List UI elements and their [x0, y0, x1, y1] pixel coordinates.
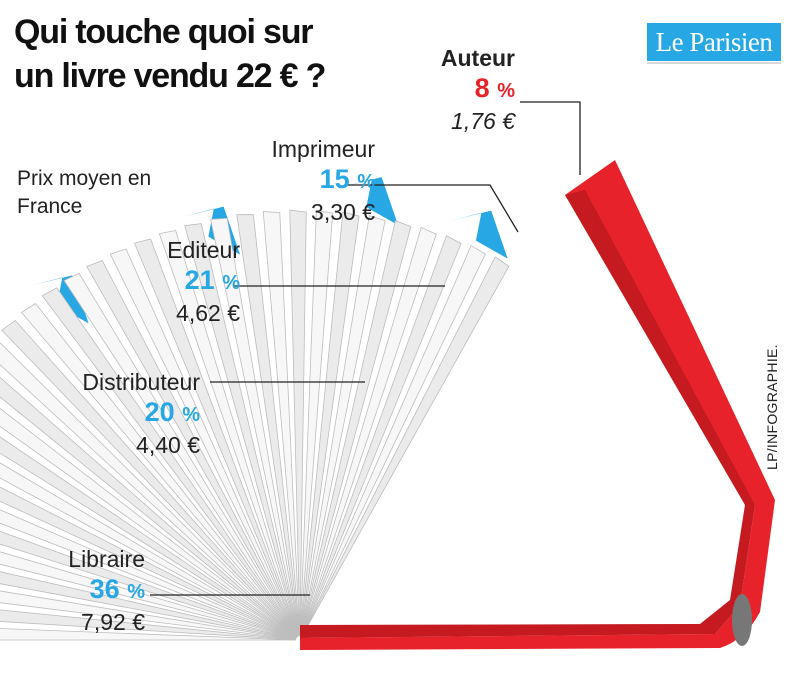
- slice-percent: 21: [184, 265, 215, 295]
- le-parisien-logo: Le Parisien: [647, 23, 781, 61]
- page: [158, 230, 300, 637]
- page: [86, 259, 299, 637]
- tab-editeur: [341, 177, 399, 226]
- page: [0, 590, 297, 640]
- page: [300, 226, 437, 637]
- page: [63, 272, 299, 637]
- page: [0, 436, 297, 639]
- slice-percent: 36: [89, 574, 120, 604]
- spine-curl: [732, 594, 752, 646]
- page: [0, 530, 297, 640]
- percent-sign: %: [182, 404, 200, 426]
- page: [236, 214, 300, 637]
- leader-lines: [150, 101, 581, 596]
- slice-percent: 15: [319, 164, 350, 194]
- label-editeur: Editeur 21 % 4,62 €: [100, 236, 240, 327]
- page: [184, 223, 300, 637]
- percent-sign: %: [222, 272, 240, 294]
- slice-amount: 1,76 €: [451, 108, 515, 134]
- page: [300, 215, 386, 637]
- back-cover: [300, 160, 775, 650]
- slice-label: Editeur: [167, 237, 240, 263]
- label-auteur: Auteur 8 % 1,76 €: [400, 44, 515, 135]
- book-cover: [300, 160, 775, 650]
- slice-amount: 4,40 €: [136, 432, 200, 458]
- slice-amount: 4,62 €: [176, 300, 240, 326]
- page: [0, 551, 297, 640]
- label-libraire: Libraire 36 % 7,92 €: [20, 545, 145, 636]
- label-distributeur: Distributeur 20 % 4,40 €: [20, 368, 200, 459]
- page: [0, 628, 297, 641]
- page: [301, 256, 510, 637]
- slice-label: Auteur: [440, 45, 515, 71]
- page: [20, 302, 298, 638]
- slice-label: Distributeur: [82, 369, 200, 395]
- page: [0, 408, 297, 639]
- percent-sign: %: [357, 171, 375, 193]
- page: [210, 217, 300, 637]
- page: [1, 319, 298, 638]
- slice-percent: 20: [144, 397, 175, 427]
- page: [0, 609, 297, 641]
- page: [300, 235, 462, 637]
- page: [300, 211, 360, 637]
- page: [133, 238, 299, 637]
- page: [289, 209, 307, 637]
- chart-subtitle: Prix moyen en France: [17, 167, 152, 218]
- slice-label: Libraire: [68, 546, 145, 572]
- slice-label: Imprimeur: [271, 136, 375, 162]
- page: [0, 486, 297, 639]
- chart-title: Qui touche quoi sur un livre vendu 22 € …: [14, 13, 326, 95]
- page: [262, 211, 301, 637]
- tab-imprimeur: [451, 210, 508, 259]
- page: [0, 571, 297, 640]
- slice-amount: 7,92 €: [81, 609, 145, 635]
- label-imprimeur: Imprimeur 15 % 3,30 €: [200, 135, 375, 226]
- page: [301, 244, 486, 637]
- page: [0, 509, 297, 639]
- leader-imprimeur: [348, 184, 519, 233]
- page: [41, 287, 298, 638]
- slice-percent: 8: [474, 73, 490, 103]
- logo-underline: [647, 62, 781, 64]
- page: [300, 220, 412, 637]
- page: [0, 342, 298, 638]
- page: [299, 209, 334, 637]
- book-pages: [0, 209, 510, 641]
- slice-amount: 3,30 €: [311, 199, 375, 225]
- cover-edge: [300, 190, 755, 638]
- page: [109, 248, 299, 637]
- percent-sign: %: [127, 581, 145, 603]
- percent-sign: %: [497, 80, 515, 102]
- page: [0, 462, 297, 639]
- page: [0, 376, 298, 638]
- leader-auteur: [520, 101, 581, 175]
